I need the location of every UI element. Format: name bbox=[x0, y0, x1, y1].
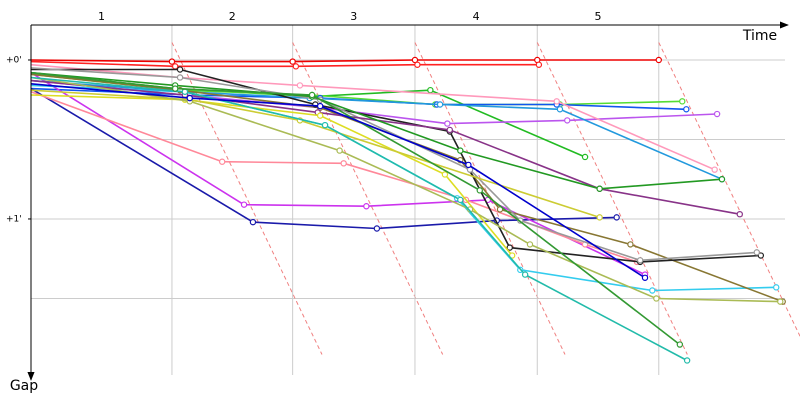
y-tick-label: +0' bbox=[6, 55, 22, 65]
series-point bbox=[553, 98, 560, 105]
series-point bbox=[773, 284, 780, 291]
y-tick-label: +1' bbox=[6, 214, 22, 224]
series-point bbox=[296, 82, 304, 89]
series-point bbox=[171, 63, 179, 70]
series-point bbox=[340, 160, 347, 167]
series-point bbox=[736, 210, 743, 218]
series-point bbox=[176, 74, 184, 81]
series-point bbox=[289, 58, 296, 65]
series-point bbox=[526, 241, 534, 248]
series-point bbox=[683, 357, 691, 364]
lap-label: 5 bbox=[595, 10, 602, 23]
lap-label: 1 bbox=[98, 10, 105, 23]
series-line bbox=[30, 76, 688, 362]
series-line bbox=[30, 89, 600, 219]
lap-label: 3 bbox=[350, 10, 357, 23]
series-point bbox=[218, 158, 226, 165]
series-point bbox=[436, 101, 444, 108]
series-line bbox=[30, 94, 513, 257]
series-line bbox=[30, 76, 781, 303]
series-point bbox=[679, 98, 686, 105]
series-point bbox=[506, 244, 513, 251]
series-point bbox=[683, 106, 690, 113]
series-point bbox=[373, 225, 381, 232]
series-point bbox=[457, 147, 464, 154]
series-point bbox=[176, 66, 184, 73]
time-line bbox=[658, 42, 800, 338]
series-point bbox=[181, 88, 189, 95]
series-point bbox=[653, 295, 660, 302]
series-point bbox=[581, 153, 589, 161]
series-point bbox=[613, 214, 620, 221]
grid bbox=[28, 25, 800, 375]
series-point bbox=[186, 94, 193, 102]
series-line bbox=[30, 63, 716, 171]
series-point bbox=[168, 58, 176, 65]
series-point bbox=[441, 171, 449, 178]
series-point bbox=[636, 257, 644, 264]
series-point bbox=[171, 85, 179, 92]
series-point bbox=[446, 126, 453, 134]
series-point bbox=[414, 61, 421, 68]
series-line bbox=[30, 79, 740, 215]
series-point bbox=[641, 274, 649, 281]
y-axis-label: Gap bbox=[10, 378, 38, 394]
series-point bbox=[655, 56, 662, 64]
series-point bbox=[249, 218, 257, 226]
series-point bbox=[316, 102, 324, 110]
plot-area bbox=[30, 56, 786, 364]
series-point bbox=[457, 196, 464, 204]
series-point bbox=[427, 86, 434, 94]
series-point bbox=[676, 341, 684, 348]
lap-label: 2 bbox=[229, 10, 236, 23]
series-line bbox=[30, 71, 681, 346]
series-point bbox=[757, 252, 765, 259]
time-line bbox=[292, 42, 444, 355]
series-point bbox=[521, 271, 529, 278]
series-point bbox=[465, 161, 472, 169]
series-line bbox=[30, 91, 638, 263]
series-point bbox=[444, 120, 451, 127]
series-point bbox=[535, 61, 543, 68]
series-point bbox=[711, 166, 718, 173]
series-line bbox=[30, 71, 723, 190]
series-point bbox=[596, 214, 603, 221]
series-point bbox=[753, 249, 760, 256]
lap-label: 4 bbox=[473, 10, 480, 23]
series-point bbox=[713, 110, 721, 118]
series-point bbox=[476, 187, 483, 194]
series-point bbox=[718, 176, 726, 183]
series-point bbox=[336, 147, 343, 154]
series-line bbox=[30, 59, 659, 63]
series-point bbox=[308, 91, 316, 99]
series-line bbox=[30, 83, 646, 279]
series-point bbox=[556, 106, 564, 113]
series-point bbox=[292, 63, 300, 70]
series-point bbox=[564, 117, 571, 124]
time-line bbox=[536, 42, 688, 355]
series-point bbox=[240, 201, 248, 208]
series-point bbox=[316, 112, 324, 119]
series-point bbox=[321, 121, 329, 129]
series-line bbox=[30, 72, 646, 276]
x-axis-label: Time bbox=[742, 28, 777, 44]
series-point bbox=[649, 287, 656, 294]
series-point bbox=[777, 298, 784, 305]
series-point bbox=[363, 203, 370, 210]
series-point bbox=[596, 185, 603, 192]
series-point bbox=[627, 241, 634, 248]
series-point bbox=[411, 56, 419, 64]
